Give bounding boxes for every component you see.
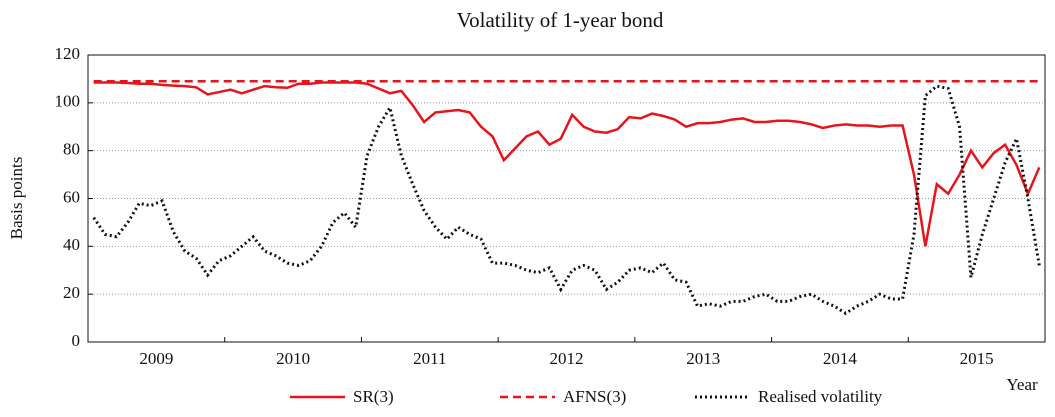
legend-label: AFNS(3) — [563, 387, 626, 406]
y-tick-label: 0 — [72, 331, 81, 350]
y-tick-label: 100 — [55, 92, 81, 111]
x-tick-label: 2014 — [823, 349, 858, 368]
x-tick-label: 2010 — [276, 349, 310, 368]
y-tick-label: 40 — [63, 235, 80, 254]
y-axis-label: Basis points — [7, 157, 26, 240]
y-tick-label: 120 — [55, 44, 81, 63]
x-axis-label: Year — [1006, 375, 1038, 394]
legend-label: SR(3) — [353, 387, 394, 406]
x-tick-label: 2011 — [413, 349, 446, 368]
legend-label: Realised volatility — [758, 387, 883, 406]
plot-frame — [87, 54, 1046, 343]
series-line — [92, 84, 1041, 316]
y-tick-label: 80 — [63, 140, 80, 159]
y-tick-label: 60 — [63, 187, 80, 206]
series-line — [93, 81, 1041, 247]
x-tick-label: 2015 — [960, 349, 994, 368]
x-tick-label: 2012 — [550, 349, 584, 368]
chart-title: Volatility of 1-year bond — [457, 8, 664, 32]
x-tick-label: 2009 — [139, 349, 173, 368]
y-tick-label: 20 — [63, 283, 80, 302]
x-tick-label: 2013 — [686, 349, 720, 368]
